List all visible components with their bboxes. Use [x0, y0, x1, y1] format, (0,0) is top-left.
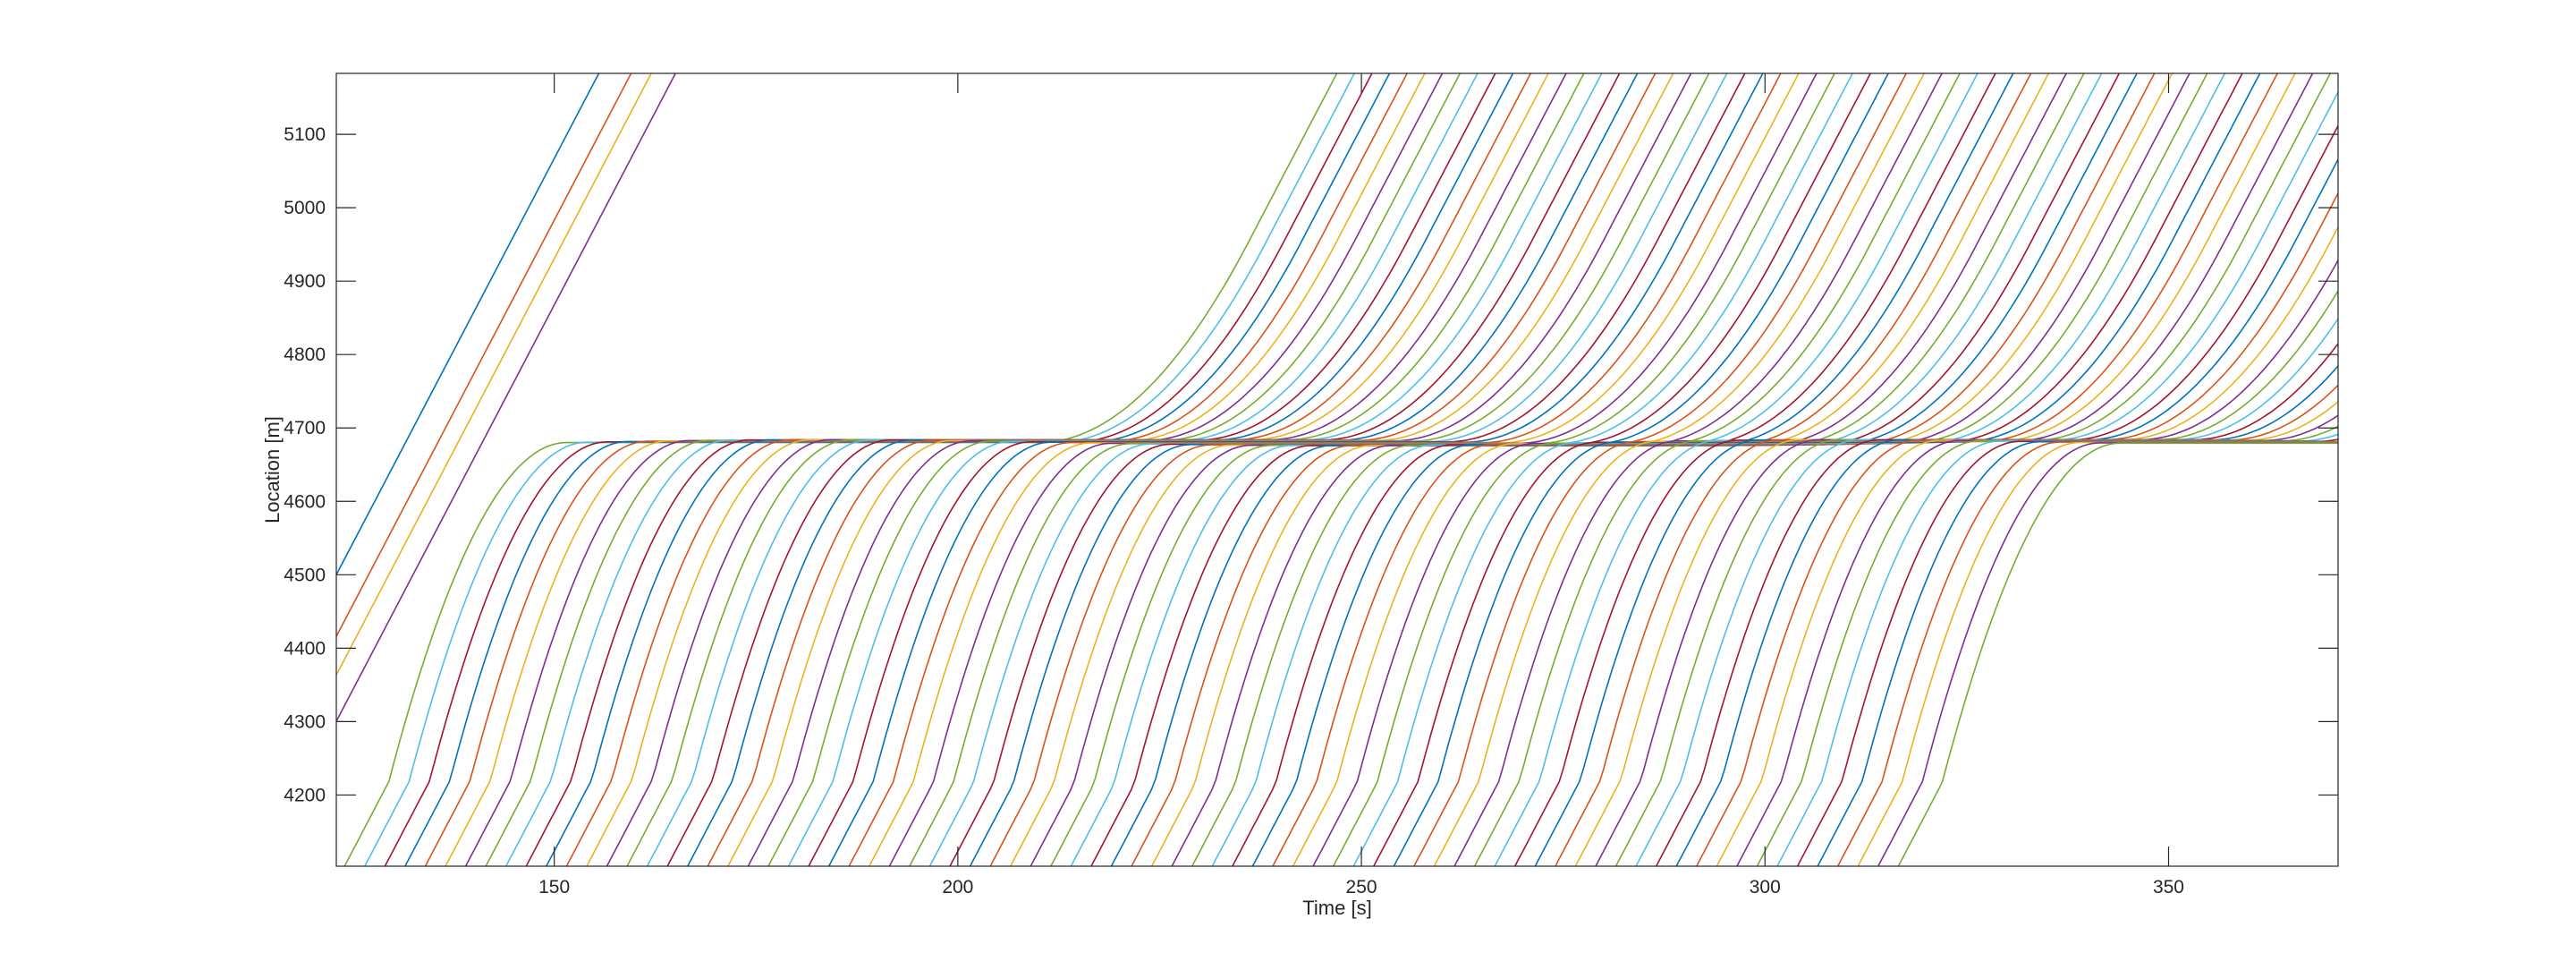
vehicle-trajectory — [1494, 90, 2338, 866]
vehicle-trajectory — [949, 73, 1872, 866]
vehicle-trajectory — [1675, 364, 2338, 866]
vehicle-trajectory — [1049, 73, 1962, 866]
y-tick-label: 4300 — [284, 711, 326, 732]
vehicle-trajectory — [827, 73, 1764, 866]
x-tick-label: 350 — [2153, 877, 2184, 898]
y-axis-label: Location [m] — [261, 416, 284, 523]
vehicle-trajectory — [1332, 73, 2208, 866]
vehicle-trajectory — [1150, 73, 2050, 866]
x-tick-label: 150 — [538, 877, 570, 898]
vehicle-trajectory — [868, 73, 1800, 866]
vehicle-trajectory — [1877, 442, 2338, 866]
vehicle-trajectory — [1736, 414, 2338, 866]
vehicle-trajectory — [1191, 73, 2085, 866]
y-tick-label: 4600 — [284, 491, 326, 512]
vehicle-trajectory — [1131, 73, 2032, 866]
vehicle-trajectory — [1695, 384, 2338, 866]
vehicle-trajectory — [1857, 441, 2338, 866]
vehicle-trajectory — [1232, 73, 2121, 866]
vehicle-trajectory — [1312, 73, 2190, 866]
vehicle-trajectory — [1534, 157, 2338, 866]
x-tick-label: 250 — [1346, 877, 1377, 898]
vehicle-trajectory — [787, 73, 1728, 866]
x-tick-label: 300 — [1750, 877, 1781, 898]
y-tick-label: 5100 — [284, 124, 326, 145]
y-tick-label: 4500 — [284, 565, 326, 585]
vehicle-trajectory — [1756, 425, 2338, 866]
vehicle-trajectory — [909, 73, 1835, 866]
vehicle-trajectory — [1473, 73, 2332, 866]
vehicle-trajectory — [1110, 73, 2014, 866]
vehicle-trajectory — [767, 73, 1710, 866]
vehicle-trajectory — [336, 73, 600, 577]
y-tick-label: 4200 — [284, 785, 326, 805]
trajectory-lines — [336, 73, 2338, 866]
vehicle-trajectory — [1393, 73, 2261, 866]
vehicle-trajectory — [1574, 225, 2338, 866]
vehicle-trajectory — [747, 73, 1692, 866]
vehicle-trajectory — [1453, 73, 2314, 866]
vehicle-trajectory — [1070, 73, 1979, 866]
x-tick-label: 200 — [942, 877, 973, 898]
vehicle-trajectory — [336, 73, 632, 638]
vehicle-trajectory — [1836, 441, 2338, 866]
axis-ticks: 150 200 250 300 350 4200 4300 4400 4500 4600 4700 4… — [284, 73, 2338, 898]
vehicle-trajectory — [606, 73, 1567, 866]
plot-frame — [335, 72, 2339, 867]
vehicle-trajectory — [888, 73, 1818, 866]
vehicle-trajectory — [1614, 289, 2338, 866]
vehicle-trajectory — [928, 73, 1853, 866]
y-tick-label: 5000 — [284, 198, 326, 218]
vehicle-trajectory — [1372, 73, 2243, 866]
vehicle-trajectory — [1655, 342, 2338, 866]
vehicle-trajectory — [808, 73, 1746, 866]
x-axis-label: Time [s] — [1302, 897, 1371, 919]
vehicle-trajectory — [1251, 73, 2138, 866]
vehicle-trajectory — [1513, 123, 2338, 866]
vehicle-trajectory — [1352, 73, 2226, 866]
vehicle-trajectory — [1413, 73, 2279, 866]
vehicle-trajectory — [336, 73, 677, 723]
vehicle-trajectory — [1211, 73, 2103, 866]
vehicle-trajectory — [1555, 191, 2338, 866]
y-tick-label: 4900 — [284, 271, 326, 292]
vehicle-trajectory — [686, 73, 1639, 866]
vehicle-trajectory — [1817, 440, 2338, 866]
vehicle-trajectory — [336, 73, 652, 677]
vehicle-trajectory — [1433, 73, 2296, 866]
vehicle-trajectory — [1272, 73, 2156, 866]
vehicle-trajectory — [848, 73, 1782, 866]
vehicle-trajectory — [1897, 442, 2338, 866]
y-tick-label: 4700 — [284, 418, 326, 438]
vehicle-trajectory — [1292, 73, 2174, 866]
vehicle-trajectory — [707, 73, 1657, 866]
vehicle-trajectory — [1776, 433, 2338, 866]
y-tick-label: 4800 — [284, 345, 326, 365]
vehicle-trajectory — [1796, 438, 2338, 866]
vehicle-trajectory — [969, 73, 1890, 866]
vehicle-trajectory — [1171, 73, 2068, 866]
vehicle-trajectory — [1635, 317, 2338, 866]
vehicle-trajectory — [646, 73, 1603, 866]
vehicle-trajectory — [1595, 259, 2338, 866]
vehicle-trajectory — [666, 73, 1621, 866]
vehicle-trajectory — [1716, 400, 2338, 866]
vehicle-trajectory — [727, 73, 1674, 866]
vehicle-trajectory — [626, 73, 1585, 866]
vehicle-trajectory — [1030, 73, 1944, 866]
y-tick-label: 4400 — [284, 638, 326, 659]
vehicle-trajectory — [989, 73, 1908, 866]
vehicle-trajectory — [1009, 73, 1926, 866]
vehicle-trajectory — [1090, 73, 1996, 866]
